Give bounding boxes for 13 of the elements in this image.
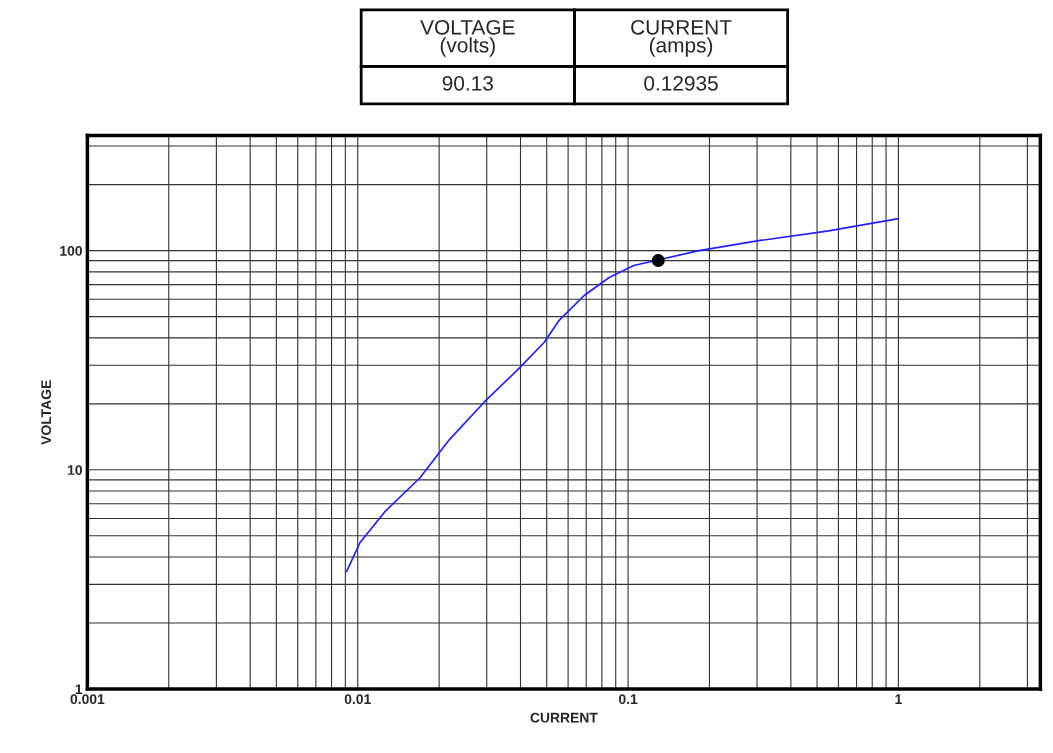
text: VOLTAGE (volts) xyxy=(420,19,515,57)
y-tick-label: 10 xyxy=(67,465,82,475)
y-tick-label: 100 xyxy=(60,245,82,256)
text: 90.13 xyxy=(442,75,493,91)
x-tick-label: 1 xyxy=(895,694,902,704)
y-tick-label: 1 xyxy=(75,684,83,695)
y-axis-title: VOLTAGE xyxy=(41,380,52,445)
text: 0.12935 xyxy=(644,75,718,91)
text: CURRENT (amps) xyxy=(631,19,732,57)
x-tick-label: 0.1 xyxy=(618,694,638,705)
x-tick-label: 0.01 xyxy=(344,694,371,705)
x-tick-label: 0.001 xyxy=(70,694,105,705)
x-axis-title: CURRENT xyxy=(530,712,598,723)
